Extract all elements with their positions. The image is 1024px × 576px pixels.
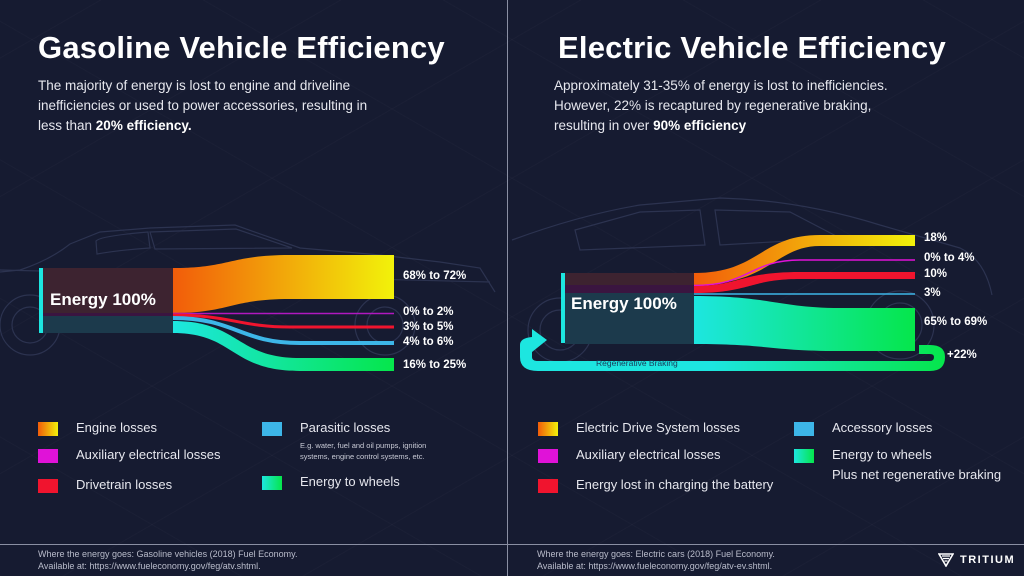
- gasoline-source-citation: Where the energy goes: Gasoline vehicles…: [38, 548, 297, 572]
- electric-description: Approximately 31-35% of energy is lost t…: [554, 76, 914, 136]
- engine-losses-swatch-icon: [38, 422, 58, 436]
- electric-source-label: Energy 100%: [571, 294, 677, 313]
- gasoline-description: The majority of energy is lost to engine…: [38, 76, 378, 136]
- legend-label: Accessory losses: [832, 420, 933, 435]
- electric-regen-value: +22%: [947, 349, 977, 361]
- gasoline-flow-wheels: [173, 321, 394, 371]
- tritium-logo-icon: [938, 553, 954, 567]
- electric-regen-loop: [520, 329, 945, 371]
- electric-sankey: [520, 235, 945, 371]
- legend-label: Engine losses: [76, 420, 157, 435]
- electric-label-drive-system: 18%: [924, 232, 948, 244]
- legend-sub-label: Plus net regenerative braking: [832, 467, 1002, 482]
- gasoline-label-wheels: 16% to 25%: [403, 359, 467, 371]
- electric-label-wheels: 65% to 69%: [924, 316, 988, 328]
- gasoline-description-text: The majority of energy is lost to engine…: [38, 78, 368, 133]
- gasoline-flow-drivetrain: [172, 313, 394, 329]
- accessory-losses-swatch-icon: [794, 422, 814, 436]
- electric-panel: Electric Vehicle Efficiency Approximatel…: [508, 0, 1024, 544]
- gasoline-source-bar: [39, 268, 43, 333]
- electric-source-bar: [561, 273, 565, 343]
- legend-sub-label: E.g. water, fuel and oil pumps, ignition: [300, 441, 427, 450]
- electric-description-bold: 90% efficiency: [653, 118, 747, 133]
- electric-title: Electric Vehicle Efficiency: [558, 30, 946, 65]
- gasoline-label-engine: 68% to 72%: [403, 270, 467, 282]
- citation-url: Available at: https://www.fueleconomy.go…: [38, 561, 261, 571]
- auxiliary-losses-swatch-icon: [538, 449, 558, 463]
- parasitic-losses-swatch-icon: [262, 422, 282, 436]
- gasoline-title: Gasoline Vehicle Efficiency: [38, 30, 445, 65]
- gasoline-source-loss-block: [43, 268, 173, 313]
- legend-label: Parasitic losses: [300, 420, 391, 435]
- gasoline-source-label: Energy 100%: [50, 290, 156, 309]
- legend-label: Drivetrain losses: [76, 477, 173, 492]
- panel-divider: [507, 0, 508, 576]
- drive-system-losses-swatch-icon: [538, 422, 558, 436]
- gasoline-label-parasitic: 4% to 6%: [403, 336, 454, 348]
- legend-label: Electric Drive System losses: [576, 420, 740, 435]
- gasoline-flow-engine: [173, 255, 394, 313]
- wheels-swatch-icon: [794, 449, 814, 463]
- citation-line: Where the energy goes: Electric cars (20…: [537, 549, 775, 559]
- legend-label: Energy to wheels: [832, 447, 932, 462]
- electric-flow-charging: [694, 272, 915, 293]
- electric-source-charge-block: [565, 285, 694, 293]
- gasoline-source-aux-block: [43, 313, 173, 316]
- gasoline-sankey: [39, 255, 394, 371]
- auxiliary-losses-swatch-icon: [38, 449, 58, 463]
- electric-label-charging: 10%: [924, 268, 948, 280]
- electric-label-auxiliary: 0% to 4%: [924, 252, 975, 264]
- footer-divider: [0, 544, 1024, 545]
- electric-source-loss-block: [565, 273, 694, 285]
- gasoline-label-auxiliary: 0% to 2%: [403, 306, 454, 318]
- electric-flow-wheels: [694, 296, 915, 351]
- electric-description-text: Approximately 31-35% of energy is lost t…: [554, 78, 888, 133]
- legend-label: Energy to wheels: [300, 474, 400, 489]
- brand-logo: TRITIUM: [938, 552, 1015, 568]
- electric-source-wheels-block: [565, 293, 694, 344]
- citation-url: Available at: https://www.fueleconomy.go…: [537, 561, 773, 571]
- legend-label: Auxiliary electrical losses: [576, 447, 721, 462]
- drivetrain-losses-swatch-icon: [38, 479, 58, 493]
- legend-sub-label: systems, engine control systems, etc.: [300, 452, 425, 461]
- legend-label: Auxiliary electrical losses: [76, 447, 221, 462]
- gasoline-flow-parasitic: [172, 316, 394, 345]
- brand-name: TRITIUM: [960, 554, 1016, 566]
- electric-label-accessory: 3%: [924, 287, 941, 299]
- electric-source-citation: Where the energy goes: Electric cars (20…: [537, 548, 775, 572]
- gasoline-description-bold: 20% efficiency.: [95, 118, 192, 133]
- legend-label: Energy lost in charging the battery: [576, 477, 774, 492]
- wheels-swatch-icon: [262, 476, 282, 490]
- charging-losses-swatch-icon: [538, 479, 558, 493]
- electric-regen-label: Regenerative Braking: [596, 358, 678, 368]
- gasoline-source-wheels-block: [43, 316, 173, 333]
- gasoline-label-drivetrain: 3% to 5%: [403, 321, 454, 333]
- gasoline-panel: Gasoline Vehicle Efficiency The majority…: [0, 0, 507, 544]
- electric-flow-auxiliary: [693, 259, 915, 287]
- citation-line: Where the energy goes: Gasoline vehicles…: [38, 549, 298, 559]
